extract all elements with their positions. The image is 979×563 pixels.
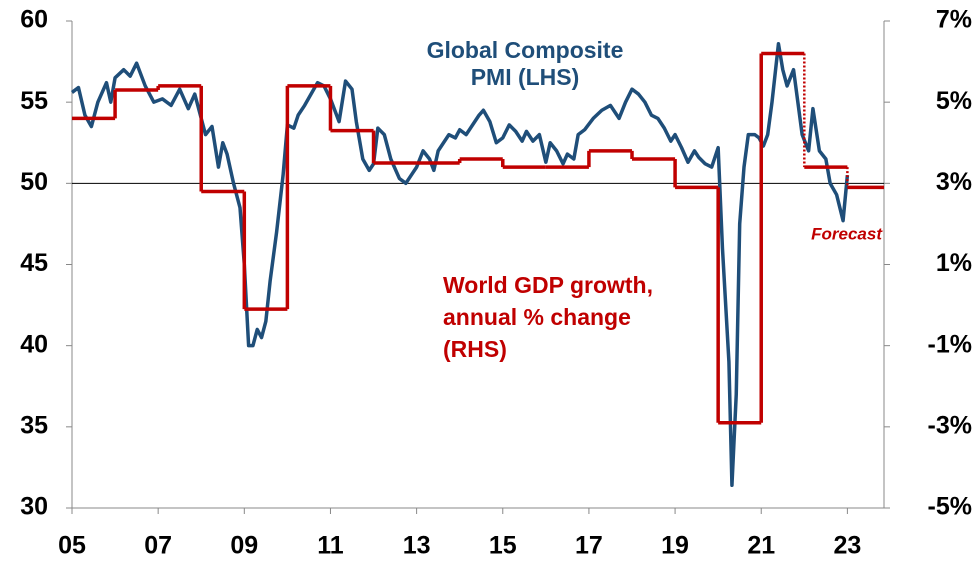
x-tick-label: 09 <box>230 532 258 560</box>
series-label: PMI (LHS) <box>471 64 580 90</box>
series-label: annual % change <box>443 304 631 330</box>
forecast-label: Forecast <box>811 224 883 243</box>
x-tick-label: 07 <box>144 532 172 560</box>
y2-tick-label: 5% <box>936 87 972 115</box>
x-tick-label: 13 <box>403 532 431 560</box>
x-tick-label: 05 <box>58 532 86 560</box>
y2-tick-label: 7% <box>936 6 972 34</box>
y-tick-label: 45 <box>20 249 48 277</box>
y2-tick-label: -1% <box>928 330 972 358</box>
series-label: (RHS) <box>443 336 507 362</box>
y-tick-label: 60 <box>20 6 48 34</box>
y-tick-label: 35 <box>20 411 48 439</box>
x-tick-label: 21 <box>747 532 775 560</box>
x-tick-label: 11 <box>317 532 344 560</box>
y2-tick-label: 3% <box>936 168 972 196</box>
x-tick-label: 19 <box>661 532 689 560</box>
y-tick-label: 50 <box>20 168 48 196</box>
x-tick-label: 23 <box>833 532 861 560</box>
series-label: Global Composite <box>427 37 624 63</box>
series-label: World GDP growth, <box>443 272 653 298</box>
pmi-line <box>70 41 850 488</box>
y2-tick-label: -5% <box>928 493 972 521</box>
y2-tick-label: -3% <box>928 411 972 439</box>
x-tick-label: 15 <box>489 532 517 560</box>
y-tick-label: 40 <box>20 330 48 358</box>
y-tick-label: 55 <box>20 87 48 115</box>
y2-tick-label: 1% <box>936 249 972 277</box>
y-tick-label: 30 <box>20 493 48 521</box>
x-tick-label: 17 <box>575 532 603 560</box>
